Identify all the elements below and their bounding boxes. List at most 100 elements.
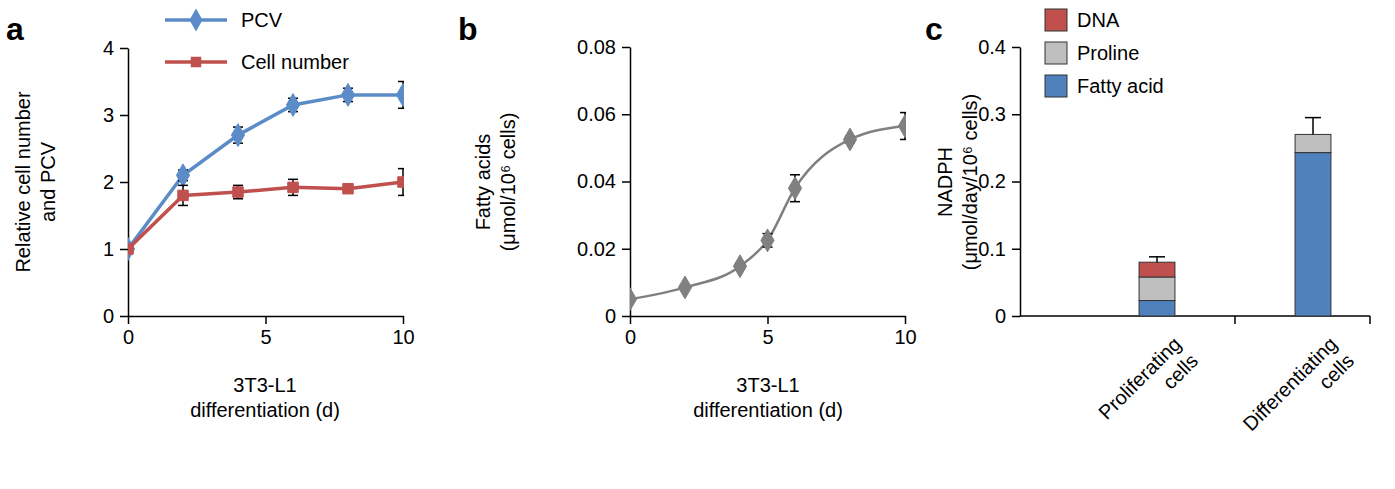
error-cap (233, 185, 243, 187)
legend-label: DNA (1077, 9, 1120, 31)
x-tick-label: Proliferatingcells (1094, 333, 1202, 441)
error-bar (288, 179, 298, 195)
y-tick-mark (1012, 114, 1020, 116)
x-tick-label-line: cells (1158, 350, 1202, 394)
y-tick-label: 1 (103, 238, 114, 260)
y-axis-title: Relative cell numberand PCV (12, 91, 59, 273)
series-marker (231, 124, 244, 147)
x-tick-label: 5 (260, 326, 271, 348)
x-axis-title-line: 3T3-L1 (233, 374, 296, 396)
x-tick-mark (767, 316, 769, 324)
y-axis: 0 0.02 0.04 0.06 0.08 (577, 36, 630, 327)
y-tick: 0.08 (577, 36, 630, 58)
y-axis-title-line: Fatty acids (472, 134, 494, 231)
error-cap (288, 195, 298, 197)
y-axis: 0 0.1 0.2 0.3 0.4 (978, 36, 1020, 327)
y-tick: 0.02 (577, 238, 630, 260)
y-tick-mark (1012, 181, 1020, 183)
legend-swatch (1045, 42, 1067, 64)
panel: b Fatty acids(μmol/10⁶ cells) 3T3-L1differ… (458, 11, 917, 421)
legend-item: Fatty acid (1045, 75, 1164, 97)
error-bar (1149, 257, 1165, 262)
y-tick-label: 0.08 (577, 36, 616, 58)
y-tick-label: 3 (103, 104, 114, 126)
x-tick-label: Differentiatingcells (1239, 333, 1359, 453)
error-cap (1149, 256, 1165, 258)
y-tick-mark (1012, 316, 1020, 318)
y-tick: 0 (995, 305, 1020, 327)
legend-marker (189, 9, 202, 32)
x-tick-label: 0 (123, 326, 134, 348)
panel: aRelative cell numberand PCV3T3-L1differ… (6, 9, 415, 421)
x-tick-label: 10 (392, 326, 414, 348)
error-cap (398, 168, 404, 170)
x-tick: 0 (625, 316, 636, 348)
y-tick: 0.1 (978, 238, 1020, 260)
y-tick: 0.2 (978, 170, 1020, 192)
y-tick-label: 0.2 (978, 170, 1006, 192)
x-axis (1020, 316, 1370, 324)
bar-segment (1295, 153, 1331, 316)
y-tick: 0.04 (577, 170, 630, 192)
error-stem (1312, 118, 1314, 135)
x-axis-title: 3T3-L1differentiation (d) (693, 374, 843, 421)
x-axis: 0510 (625, 316, 917, 348)
legend-marker (191, 57, 201, 67)
x-tick-mark (905, 316, 907, 324)
y-tick-mark (622, 181, 630, 183)
y-axis-title-line: Relative cell number (12, 91, 34, 273)
series-marker (396, 84, 404, 107)
error-cap (398, 81, 404, 83)
series-marker (128, 238, 135, 261)
bar-segment (1139, 301, 1175, 316)
y-tick: 0.3 (978, 103, 1020, 125)
x-axis-title-line: 3T3-L1 (736, 374, 799, 396)
error-cap (900, 139, 906, 141)
x-axis-title: 3T3-L1differentiation (d) (190, 374, 340, 421)
y-axis-title-line: and PCV (37, 141, 59, 222)
legend-item: PCV (165, 9, 283, 32)
panel-label: c (925, 11, 943, 47)
panel-label: b (458, 11, 478, 47)
error-bar (178, 185, 188, 205)
error-bar (1305, 118, 1321, 135)
series-line (128, 182, 403, 249)
y-tick-mark (622, 47, 630, 49)
y-axis-title-line: NADPH (934, 147, 956, 217)
series-marker (788, 177, 801, 200)
legend-label: Cell number (241, 51, 349, 73)
x-tick-label: 5 (762, 326, 773, 348)
y-tick: 3 (103, 104, 128, 126)
error-stem (1156, 257, 1158, 262)
y-tick-mark (120, 249, 128, 251)
error-cap (288, 179, 298, 181)
series-marker (286, 94, 299, 117)
series-line (128, 95, 403, 249)
series-marker (398, 177, 404, 187)
y-tick-mark (120, 316, 128, 318)
panel: cNADPH(μmol/day/10⁶ cells)00.10.20.30.4P… (925, 9, 1370, 452)
y-tick-mark (622, 249, 630, 251)
y-tick-label: 0.02 (577, 238, 616, 260)
y-tick: 1 (103, 238, 128, 260)
x-tick-label-line: cells (1314, 350, 1358, 394)
error-cap (790, 174, 800, 176)
y-tick-label: 0.06 (577, 103, 616, 125)
series-marker (343, 183, 353, 193)
error-bar (398, 169, 404, 196)
y-axis: 01234 (103, 37, 129, 327)
legend-swatch (1045, 9, 1067, 31)
legend-item: Cell number (165, 51, 349, 73)
bar-segment (1139, 277, 1175, 301)
legend-item: Proline (1045, 42, 1139, 64)
series-marker (733, 255, 746, 278)
y-tick: 0.4 (978, 36, 1020, 58)
series-marker (843, 128, 856, 151)
y-tick-label: 0 (605, 305, 616, 327)
y-axis-title-line: (μmol/10⁶ cells) (497, 113, 519, 252)
x-separator (1369, 316, 1371, 324)
error-cap (1305, 117, 1321, 119)
error-cap (398, 195, 404, 197)
bar-segment (1139, 262, 1175, 277)
y-tick-label: 0 (103, 305, 114, 327)
